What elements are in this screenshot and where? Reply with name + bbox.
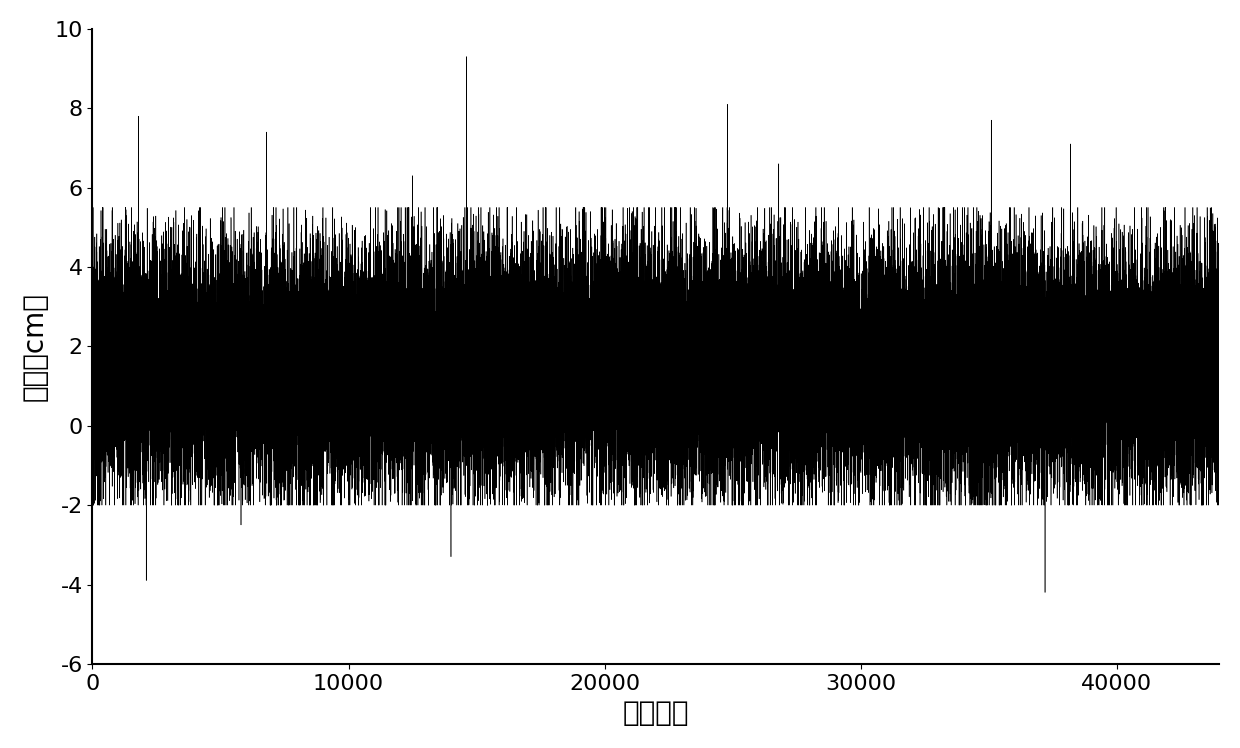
Y-axis label: 流速（cm）: 流速（cm）	[21, 292, 48, 401]
X-axis label: 采样序列: 采样序列	[622, 699, 689, 727]
